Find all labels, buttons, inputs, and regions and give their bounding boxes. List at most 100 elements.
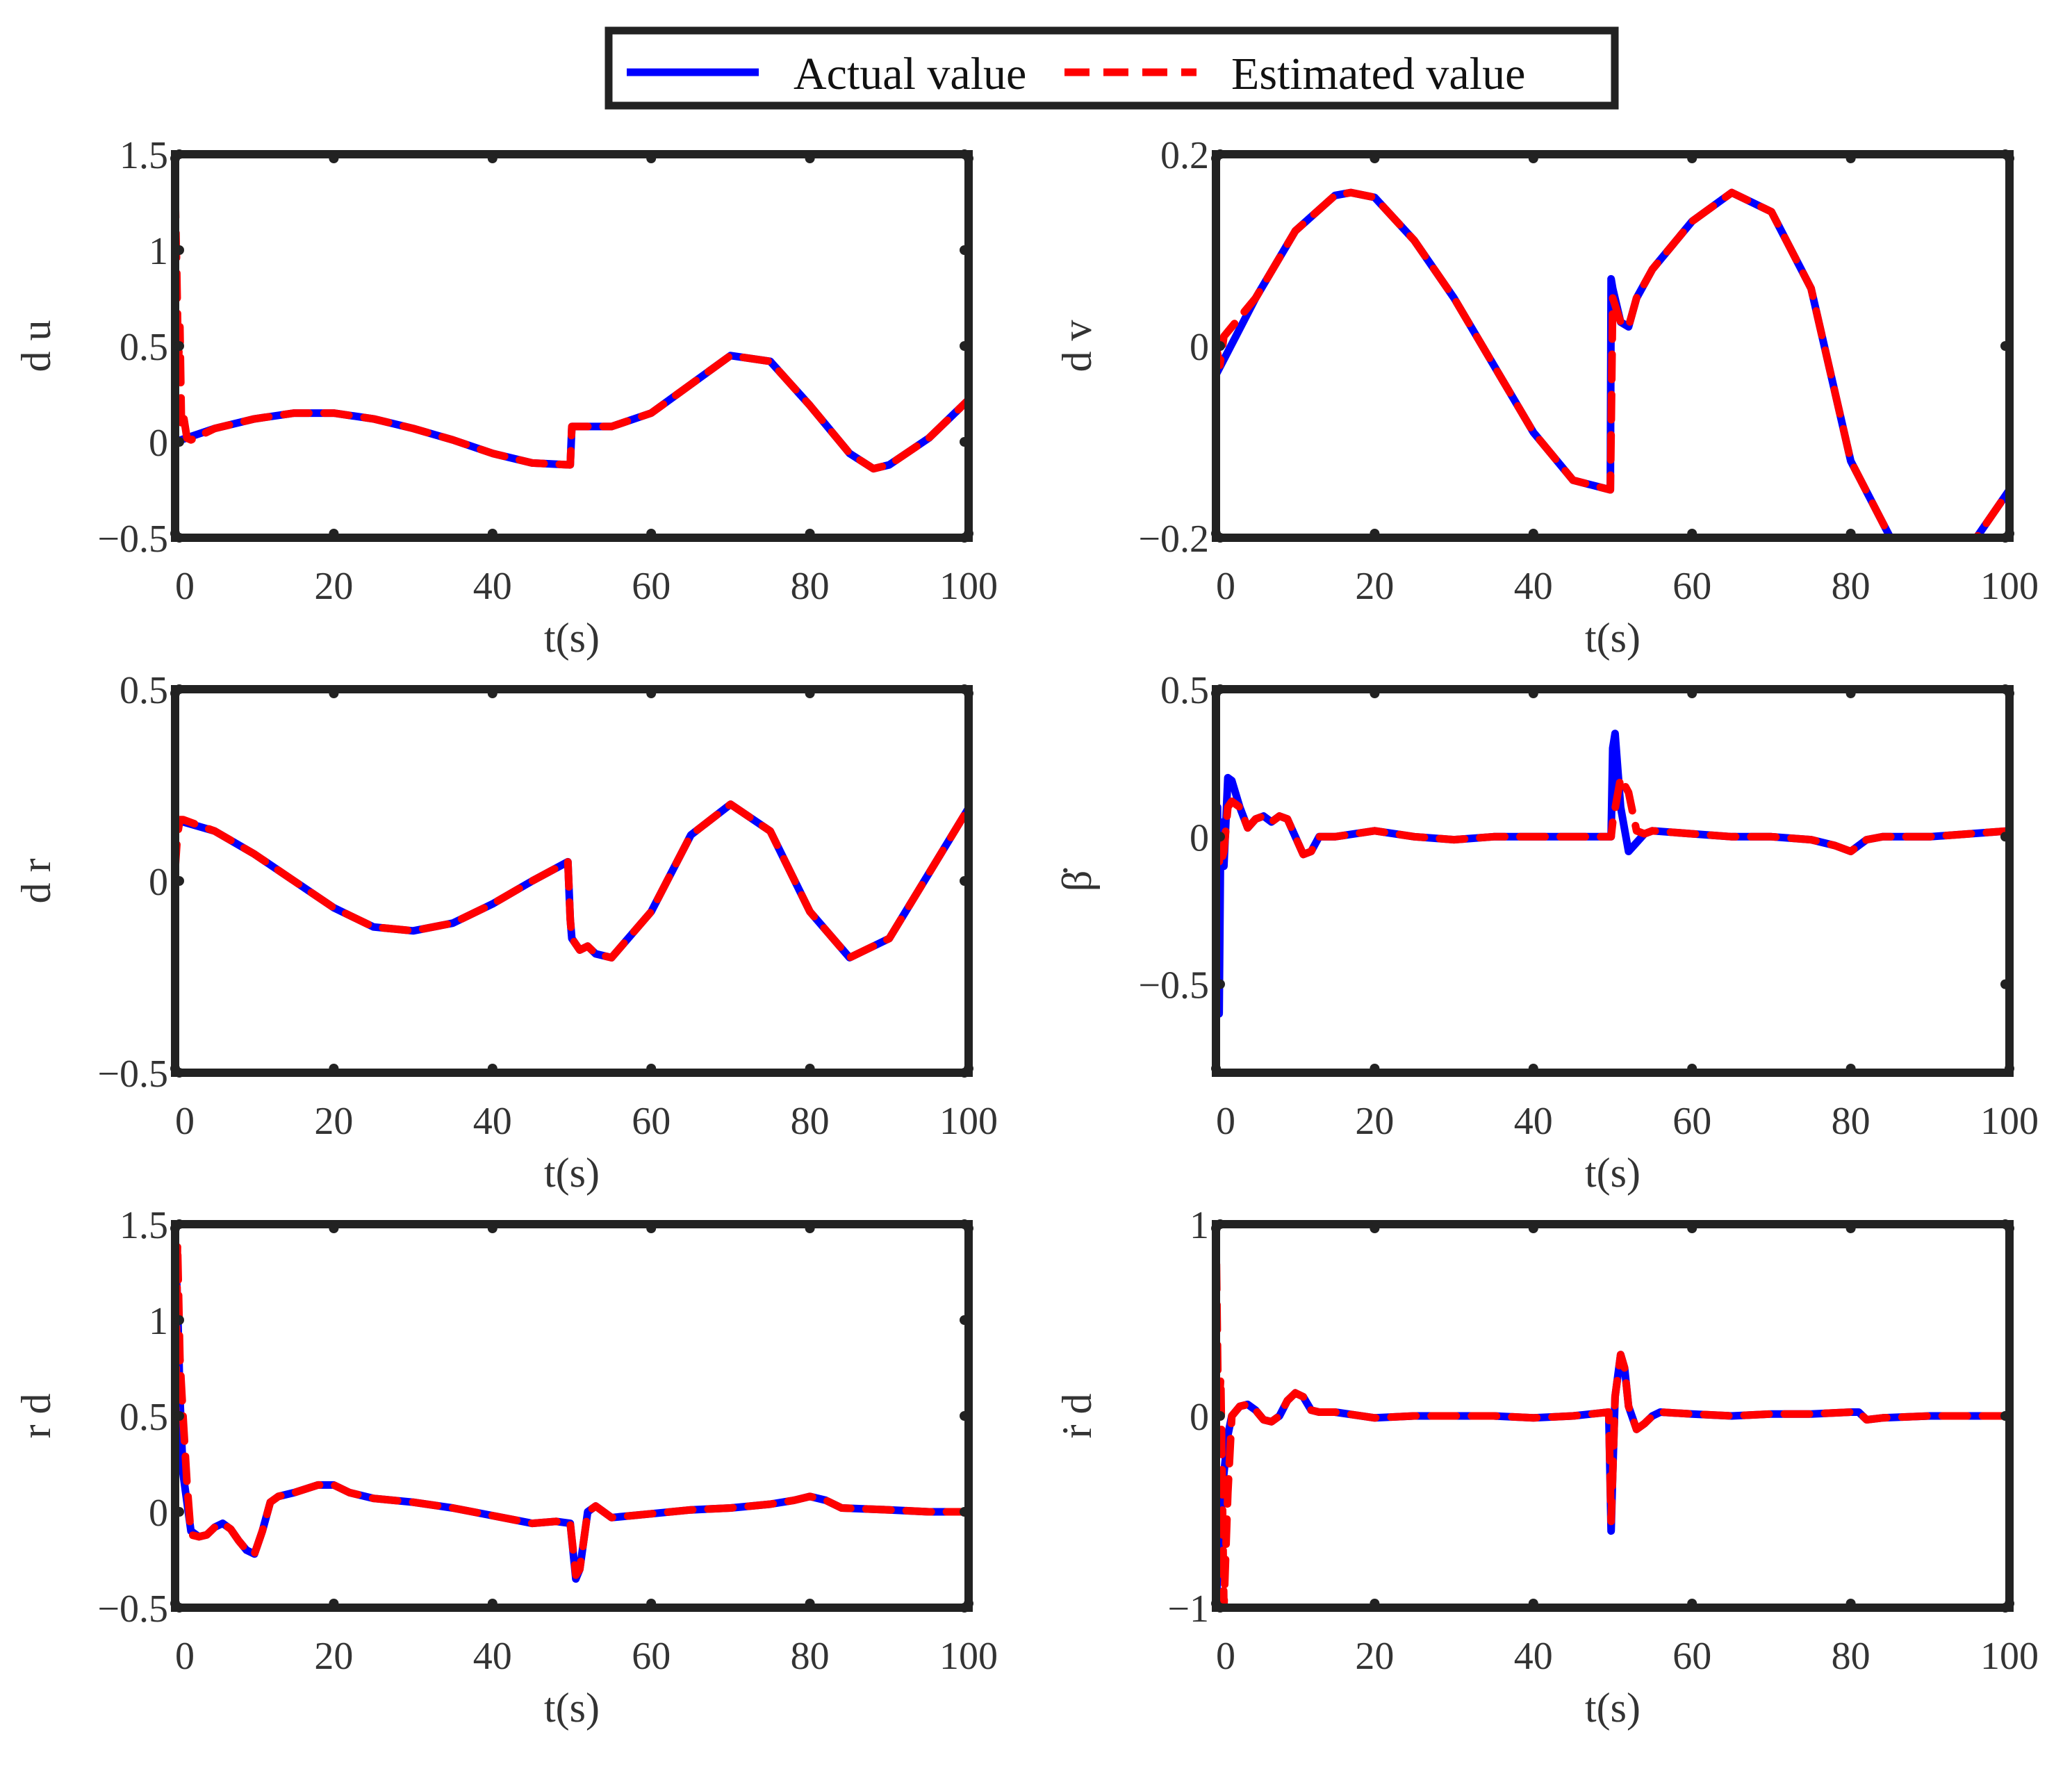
y-axis-label: β̇ <box>1054 868 1100 892</box>
x-tick-mark-top <box>487 1223 498 1233</box>
x-tick-mark <box>1845 1064 1856 1073</box>
x-tick-label: 100 <box>939 565 998 608</box>
x-tick-label: 0 <box>175 565 195 608</box>
y-tick-mark <box>174 1068 184 1078</box>
y-tick-label: 0.5 <box>120 326 168 369</box>
x-tick-mark <box>1370 1599 1380 1608</box>
series-estimated-line <box>175 800 969 962</box>
y-tick-label: −0.5 <box>97 518 168 561</box>
x-tick-label: 0 <box>1216 565 1235 608</box>
x-tick-mark <box>329 1064 339 1073</box>
y-tick-mark-right <box>960 533 969 543</box>
y-tick-label: 1 <box>149 1300 168 1343</box>
subplot-2: 0 20 40 60 80 100−0.200.2t(s)d v <box>1054 134 2039 661</box>
x-tick-mark <box>805 529 815 538</box>
y-axis-label: d v <box>1054 320 1100 372</box>
x-tick-label: 40 <box>473 565 512 608</box>
x-tick-label: 20 <box>314 565 353 608</box>
y-tick-mark <box>174 876 184 886</box>
x-tick-label: 0 <box>1216 1100 1235 1143</box>
x-tick-mark <box>1370 529 1380 538</box>
x-tick-label: 20 <box>314 1100 353 1143</box>
y-tick-mark <box>174 437 184 447</box>
x-tick-label: 100 <box>1980 1100 2039 1143</box>
y-tick-mark-right <box>960 1068 969 1078</box>
y-tick-label: −0.2 <box>1138 518 1209 561</box>
y-tick-mark-right <box>960 1411 969 1421</box>
y-tick-mark <box>1215 1603 1225 1613</box>
y-tick-label: 0.5 <box>1160 669 1209 712</box>
subplot-1: 0 20 40 60 80 100−0.500.511.5t(s)d u <box>13 134 998 661</box>
y-tick-mark-right <box>2000 1219 2010 1229</box>
x-tick-mark <box>329 529 339 538</box>
y-tick-label: −0.5 <box>97 1588 168 1631</box>
x-axis-label: t(s) <box>1585 1685 1641 1731</box>
x-tick-mark <box>805 1064 815 1073</box>
y-tick-mark <box>174 1507 184 1517</box>
x-tick-mark <box>1211 1064 1221 1073</box>
y-tick-mark <box>1215 1219 1225 1229</box>
y-axis-label: r d <box>13 1394 59 1439</box>
y-tick-mark-right <box>2000 684 2010 694</box>
x-tick-mark-top <box>329 154 339 163</box>
x-tick-mark-top <box>805 1223 815 1233</box>
x-tick-label: 40 <box>1514 1635 1553 1678</box>
y-tick-mark-right <box>2000 1603 2010 1613</box>
x-tick-mark <box>646 1599 657 1608</box>
y-tick-mark <box>174 533 184 543</box>
x-tick-mark-top <box>1370 689 1380 698</box>
x-tick-mark-top <box>329 689 339 698</box>
x-axis-label: t(s) <box>544 615 600 661</box>
x-tick-mark-top <box>805 689 815 698</box>
x-tick-mark-top <box>1845 689 1856 698</box>
x-tick-mark-top <box>487 689 498 698</box>
x-tick-mark-top <box>805 154 815 163</box>
y-tick-mark-right <box>2000 979 2010 989</box>
x-tick-mark <box>1528 529 1538 538</box>
y-tick-mark <box>174 1219 184 1229</box>
y-tick-label: 0.5 <box>120 669 168 712</box>
series-estimated-line <box>1216 1224 2009 1608</box>
y-tick-mark-right <box>960 876 969 886</box>
x-tick-label: 80 <box>1832 1635 1870 1678</box>
y-tick-label: −0.5 <box>1138 964 1209 1007</box>
y-tick-mark-right <box>960 684 969 694</box>
x-tick-label: 40 <box>1514 565 1553 608</box>
y-tick-mark-right <box>2000 149 2010 159</box>
y-tick-mark-right <box>2000 533 2010 543</box>
x-tick-mark-top <box>646 689 657 698</box>
x-tick-label: 0 <box>175 1100 195 1143</box>
x-tick-label: 40 <box>473 1635 512 1678</box>
x-tick-label: 100 <box>939 1100 998 1143</box>
y-tick-mark <box>1215 1411 1225 1421</box>
x-tick-mark <box>1845 1599 1856 1608</box>
y-tick-mark-right <box>960 1219 969 1229</box>
subplot-4: 0 20 40 60 80 100 −0.5 0 0.5 t(s) β̇ <box>1054 669 2039 1196</box>
y-tick-label: 1 <box>1190 1204 1209 1247</box>
x-tick-label: 0 <box>1216 1635 1235 1678</box>
y-tick-mark-right <box>2000 341 2010 351</box>
y-tick-label: 0 <box>149 1492 168 1535</box>
x-tick-mark <box>487 529 498 538</box>
y-tick-mark-right <box>2000 832 2010 842</box>
series-estimated-line <box>1216 188 2009 538</box>
x-axis-label: t(s) <box>544 1150 600 1196</box>
x-tick-mark-top <box>329 1223 339 1233</box>
y-tick-label: 0 <box>1190 1396 1209 1439</box>
y-tick-label: −1 <box>1167 1588 1209 1631</box>
x-tick-label: 60 <box>1672 565 1711 608</box>
x-tick-mark <box>487 1064 498 1073</box>
x-tick-label: 80 <box>791 1100 830 1143</box>
x-tick-label: 80 <box>791 565 830 608</box>
y-tick-mark <box>1215 832 1225 842</box>
series-estimated-line <box>175 1239 969 1579</box>
x-tick-label: 80 <box>1832 565 1870 608</box>
y-tick-label: −0.5 <box>97 1053 168 1096</box>
x-tick-mark <box>1370 1064 1380 1073</box>
y-tick-label: 0 <box>1190 326 1209 369</box>
legend-label-estimated: Estimated value <box>1231 49 1525 99</box>
y-tick-mark-right <box>960 1507 969 1517</box>
x-tick-label: 60 <box>1672 1635 1711 1678</box>
x-tick-mark-top <box>1687 1223 1697 1233</box>
x-tick-mark <box>2005 1064 2014 1073</box>
